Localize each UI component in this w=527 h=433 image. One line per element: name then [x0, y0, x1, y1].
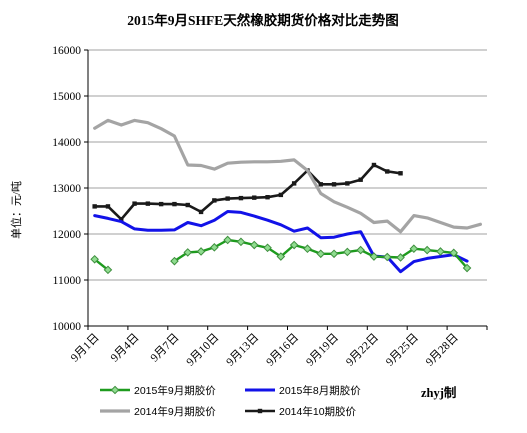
series-line [93, 163, 402, 221]
square-marker [92, 204, 97, 209]
series-line [93, 118, 482, 234]
x-tick-labels: 9月1日 9月4日 9月7日 9月10日 9月13日 9月16日 9月19日 9月22日 9月2… [69, 332, 461, 369]
x-tick-label: 9月19日 [304, 332, 341, 369]
x-tick-label: 9月25日 [384, 332, 421, 369]
diamond-marker [289, 240, 299, 250]
y-tick-label: 10000 [52, 321, 81, 333]
square-marker [371, 162, 377, 168]
legend-item: 2014年9月期胶价 [100, 405, 216, 418]
y-tick-label: 14000 [52, 137, 81, 149]
square-marker [358, 177, 363, 182]
diamond-marker [329, 249, 339, 259]
x-tick-label: 9月13日 [224, 332, 261, 369]
x-tick-label: 9月7日 [149, 332, 182, 365]
diamond-marker [303, 244, 312, 254]
legend-item: 2015年9月期胶价 [100, 384, 216, 397]
diamond-marker [396, 253, 405, 262]
diamond-marker [316, 249, 326, 259]
x-tick-label: 9月1日 [69, 332, 102, 365]
diamond-marker [409, 244, 419, 254]
diamond-marker [343, 247, 352, 257]
diamond-marker [196, 247, 206, 256]
y-tick-label: 11000 [53, 275, 82, 287]
square-marker [212, 198, 217, 203]
diamond-marker [210, 243, 219, 252]
square-marker [398, 171, 403, 176]
x-tick-label: 9月22日 [344, 332, 381, 369]
square-marker [158, 201, 164, 207]
legend-label: 2014年10期胶价 [279, 405, 357, 418]
y-tick-label: 15000 [52, 91, 81, 103]
y-tick-label: 16000 [52, 45, 81, 57]
square-marker [252, 195, 257, 200]
square-marker [331, 182, 337, 187]
square-marker [238, 195, 244, 201]
square-marker [119, 217, 124, 222]
diamond-marker [223, 235, 232, 245]
square-marker [145, 201, 151, 206]
y-tick-labels: 10000 11000 12000 13000 14000 15000 16000 [52, 45, 81, 333]
square-marker [185, 202, 190, 208]
diamond-marker [90, 254, 99, 264]
square-marker [318, 182, 323, 187]
square-marker [265, 195, 270, 200]
legend-label: 2015年8月期胶价 [279, 384, 361, 397]
y-tick-label: 12000 [52, 229, 81, 241]
diamond-marker [183, 248, 193, 257]
diamond-marker [110, 385, 120, 395]
diamond-marker [103, 265, 113, 275]
legend-item: 2014年10期胶价 [245, 405, 357, 418]
series [90, 235, 472, 275]
square-marker [198, 209, 204, 215]
diamond-marker [276, 252, 286, 261]
legend-label: 2015年9月期胶价 [134, 384, 216, 397]
x-tick-label: 9月10日 [185, 332, 222, 369]
x-tick-label: 9月28日 [424, 332, 461, 369]
diamond-marker [369, 252, 379, 261]
diamond-marker [263, 243, 272, 253]
square-marker [345, 181, 350, 186]
diamond-marker [170, 256, 179, 266]
diamond-marker [422, 245, 432, 255]
diamond-marker [462, 263, 472, 273]
diamond-marker [449, 248, 459, 258]
square-marker [225, 196, 230, 201]
square-marker [132, 201, 137, 206]
series [93, 118, 482, 234]
series [93, 210, 469, 274]
square-marker [172, 201, 177, 207]
legend: 2015年9月期胶价 2015年8月期胶价 2014年9月期胶价 2014年10期胶价 [100, 384, 361, 418]
square-marker [105, 204, 111, 209]
series-line [93, 210, 469, 274]
legend-label: 2014年9月期胶价 [134, 405, 216, 418]
gridlines [88, 49, 487, 281]
square-marker [257, 408, 263, 414]
diamond-marker [382, 252, 392, 262]
y-axis-title: 单位：元/吨 [9, 181, 23, 239]
diamond-marker [249, 240, 259, 250]
y-tick-label: 13000 [52, 183, 81, 195]
diamond-marker [236, 237, 246, 247]
axes [84, 49, 488, 330]
legend-item: 2015年8月期胶价 [245, 384, 361, 397]
square-marker [278, 192, 284, 198]
x-tick-label: 9月16日 [264, 332, 301, 369]
x-tick-label: 9月4日 [109, 332, 142, 365]
diamond-marker [436, 247, 445, 256]
square-marker [385, 169, 390, 174]
credit-text: zhyj制 [421, 385, 456, 400]
plot-series [90, 118, 482, 275]
chart-title: 2015年9月SHFE天然橡胶期货价格对比走势图 [127, 12, 399, 28]
square-marker [291, 181, 297, 186]
diamond-marker [356, 245, 365, 255]
